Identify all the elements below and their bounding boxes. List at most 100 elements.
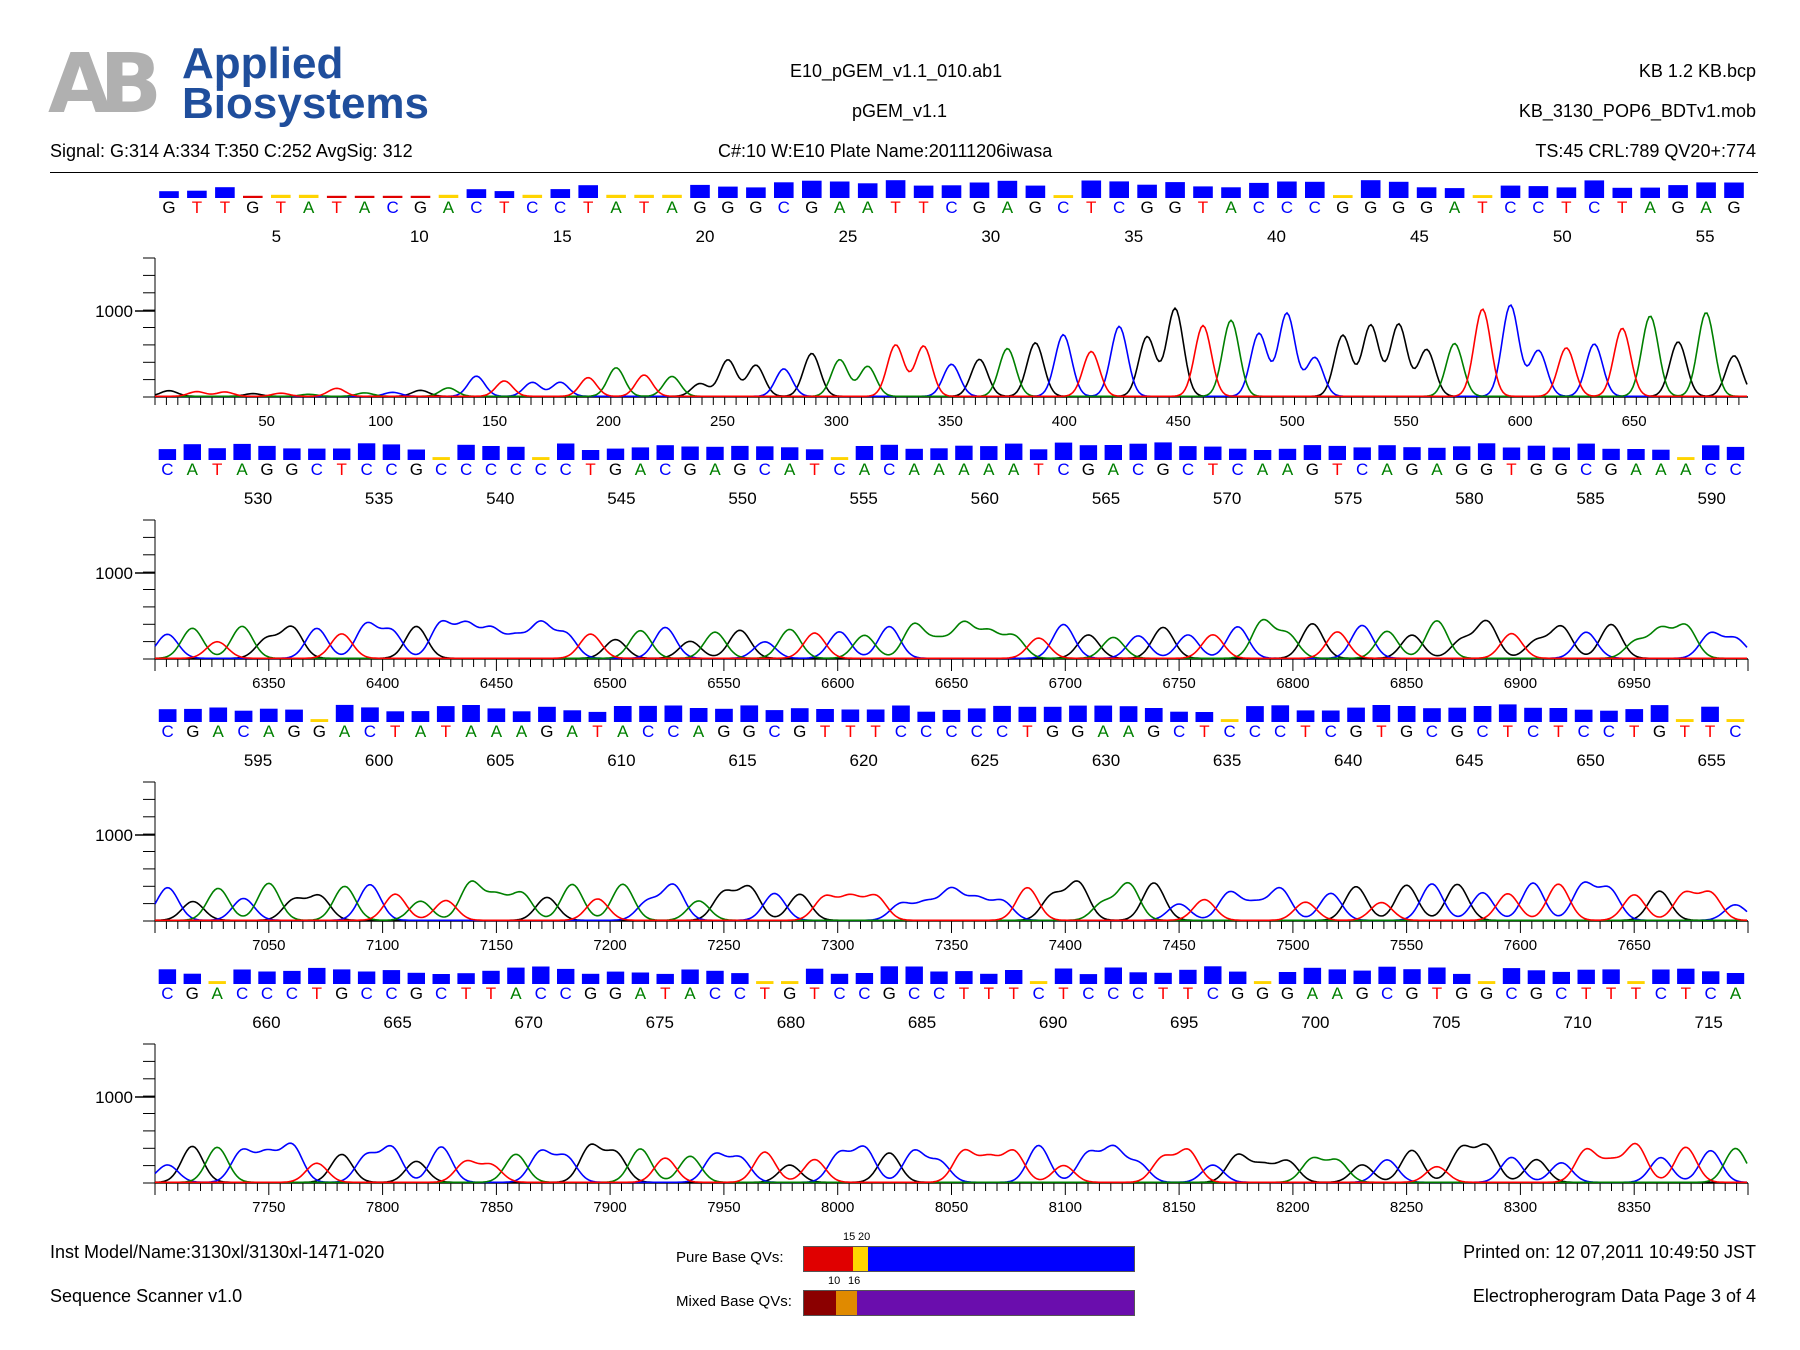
qv-bar: [930, 448, 948, 460]
qv-bar: [1220, 719, 1239, 722]
base-call: T: [390, 722, 400, 741]
qv-bar: [941, 185, 962, 198]
base-call: T: [1199, 722, 1209, 741]
qv-bar: [1204, 446, 1222, 460]
printed-on: Printed on: 12 07,2011 10:49:50 JST: [1463, 1242, 1756, 1262]
qv-bar: [718, 186, 738, 198]
x-tick-label: 650: [1622, 413, 1647, 430]
pure-qv-label: Pure Base QVs:: [676, 1249, 784, 1266]
y-tick-label: 1000: [95, 302, 133, 321]
base-call: A: [443, 198, 455, 217]
qv-bar: [1726, 446, 1745, 460]
qv-bar: [158, 969, 177, 984]
base-call: G: [1281, 984, 1294, 1003]
base-call: G: [1405, 460, 1418, 479]
base-call: G: [793, 722, 806, 741]
qv-bar: [805, 449, 824, 460]
qv-bar: [1129, 443, 1147, 460]
base-call: C: [1505, 984, 1517, 1003]
qv-bar: [1029, 449, 1048, 460]
x-tick-label: 7450: [1162, 937, 1195, 954]
base-call: C: [510, 460, 522, 479]
base-call: A: [859, 460, 871, 479]
base-call: C: [485, 460, 497, 479]
qv-bar: [1403, 969, 1421, 984]
base-call: T: [1022, 722, 1032, 741]
base-number: 5: [272, 227, 281, 246]
qv-bar: [781, 447, 799, 460]
qv-bar: [790, 708, 809, 722]
base-call: C: [386, 198, 398, 217]
qv-bar: [1328, 445, 1346, 460]
base-number: 600: [365, 751, 393, 770]
base-number: 710: [1563, 1013, 1591, 1032]
base-call: G: [609, 460, 622, 479]
trace-T: [155, 308, 1747, 398]
x-tick-label: 7250: [707, 937, 740, 954]
base-call: A: [303, 198, 315, 217]
base-number: 570: [1213, 489, 1241, 508]
base-call: G: [1231, 984, 1244, 1003]
qv-bar: [326, 195, 347, 198]
qv-bar: [333, 969, 351, 984]
base-number: 705: [1432, 1013, 1460, 1032]
base-call: T: [760, 984, 770, 1003]
base-call: C: [554, 198, 566, 217]
base-call: C: [1232, 460, 1244, 479]
base-call: T: [918, 198, 928, 217]
base-call: A: [1123, 722, 1135, 741]
qv-bar: [357, 971, 376, 984]
qv-bar: [980, 446, 998, 460]
base-call: C: [709, 984, 721, 1003]
qv-bar: [310, 719, 329, 722]
base-call: T: [1705, 722, 1715, 741]
base-call: A: [1307, 984, 1319, 1003]
x-tick-label: 7200: [593, 937, 626, 954]
base-call: G: [749, 198, 762, 217]
qv-bar: [581, 973, 600, 984]
qv-bar: [233, 969, 251, 984]
qv-bar: [482, 970, 500, 984]
qv-bar: [740, 705, 759, 722]
trace-stats: TS:45 CRL:789 QV20+:774: [1535, 141, 1756, 161]
base-call: T: [890, 198, 900, 217]
x-tick-label: 550: [1394, 413, 1419, 430]
qv-bar: [681, 969, 699, 984]
x-tick-label: 200: [596, 413, 621, 430]
base-call: T: [220, 198, 230, 217]
basecaller-info: KB 1.2 KB.bcp: [1638, 61, 1756, 81]
base-call: C: [759, 460, 771, 479]
base-call: G: [186, 984, 199, 1003]
x-tick-label: 7750: [252, 1199, 285, 1216]
base-call: C: [833, 984, 845, 1003]
qv-bar: [1094, 705, 1113, 722]
base-call: A: [983, 460, 995, 479]
qv-bar: [765, 710, 784, 722]
x-tick-label: 300: [824, 413, 849, 430]
base-number: 630: [1092, 751, 1120, 770]
qv-bar: [1612, 187, 1633, 198]
base-call: G: [693, 198, 706, 217]
qv-bar: [410, 195, 431, 198]
base-call: T: [592, 722, 602, 741]
qv-bar: [335, 704, 354, 722]
base-call: G: [1349, 722, 1362, 741]
qv-bar: [1154, 442, 1172, 460]
qv-bar: [1477, 981, 1496, 984]
qv-bar: [1378, 445, 1396, 460]
base-call: T: [1198, 198, 1208, 217]
qv-bar: [1347, 707, 1365, 722]
base-number: 50: [1553, 227, 1572, 246]
qv-bar: [892, 705, 910, 722]
qv-bar: [1271, 705, 1290, 722]
base-call: C: [1381, 984, 1393, 1003]
base-call: T: [312, 984, 322, 1003]
base-call: C: [360, 460, 372, 479]
qv-bar: [1701, 706, 1719, 722]
pure-qv-low: [804, 1247, 853, 1271]
qv-bar: [1702, 971, 1720, 984]
base-call: A: [1108, 460, 1120, 479]
qv-bar: [913, 185, 934, 198]
qv-bar: [1726, 719, 1745, 722]
